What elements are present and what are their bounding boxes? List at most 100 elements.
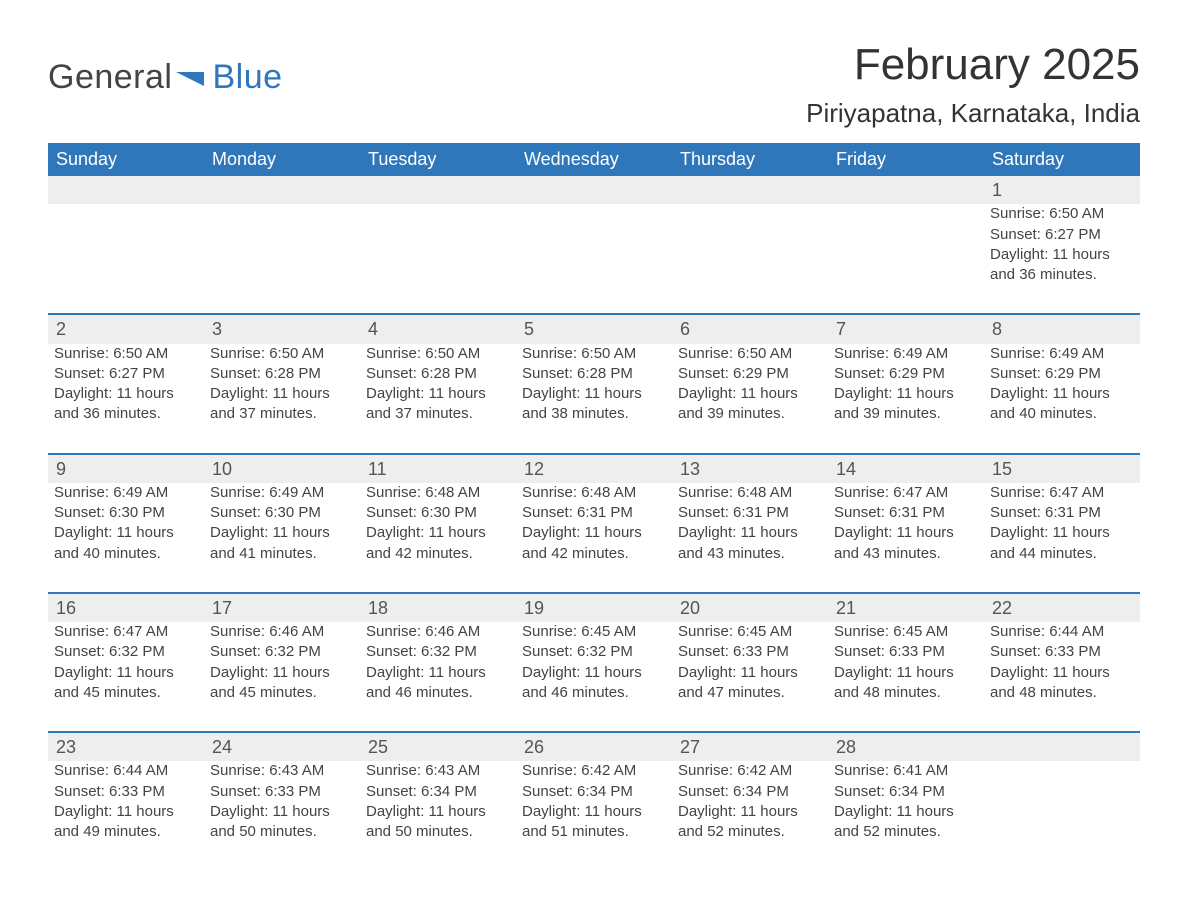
d2-label: and 37 minutes.: [210, 404, 354, 424]
day-number: 4: [368, 319, 378, 339]
d1-label: Daylight: 11 hours: [990, 663, 1134, 683]
d1-label: Daylight: 11 hours: [834, 523, 978, 543]
d1-label: Daylight: 11 hours: [522, 384, 666, 404]
location-label: Piriyapatna, Karnataka, India: [806, 98, 1140, 129]
sunrise-label: Sunrise: 6:42 AM: [522, 761, 666, 781]
d2-label: and 42 minutes.: [522, 544, 666, 564]
d2-label: and 48 minutes.: [834, 683, 978, 703]
sunrise-label: Sunrise: 6:50 AM: [522, 344, 666, 364]
d1-label: Daylight: 11 hours: [522, 663, 666, 683]
day-number-cell: 4: [360, 314, 516, 343]
day-info-cell: Sunrise: 6:50 AMSunset: 6:29 PMDaylight:…: [672, 344, 828, 454]
day-number: 20: [680, 598, 700, 618]
d1-label: Daylight: 11 hours: [54, 384, 198, 404]
sunrise-label: Sunrise: 6:49 AM: [834, 344, 978, 364]
sunset-label: Sunset: 6:29 PM: [990, 364, 1134, 384]
weekday-header: Saturday: [984, 143, 1140, 176]
d2-label: and 49 minutes.: [54, 822, 198, 842]
sunrise-label: Sunrise: 6:46 AM: [210, 622, 354, 642]
d1-label: Daylight: 11 hours: [990, 523, 1134, 543]
day-info-cell: Sunrise: 6:50 AMSunset: 6:27 PMDaylight:…: [984, 204, 1140, 314]
sunset-label: Sunset: 6:28 PM: [366, 364, 510, 384]
d2-label: and 44 minutes.: [990, 544, 1134, 564]
day-number-cell: [672, 176, 828, 204]
day-info-cell: Sunrise: 6:50 AMSunset: 6:28 PMDaylight:…: [516, 344, 672, 454]
d2-label: and 47 minutes.: [678, 683, 822, 703]
d1-label: Daylight: 11 hours: [522, 802, 666, 822]
sunrise-label: Sunrise: 6:50 AM: [210, 344, 354, 364]
day-number-cell: 16: [48, 593, 204, 622]
d2-label: and 45 minutes.: [54, 683, 198, 703]
day-number-cell: 9: [48, 454, 204, 483]
d2-label: and 52 minutes.: [834, 822, 978, 842]
sunset-label: Sunset: 6:33 PM: [678, 642, 822, 662]
sunset-label: Sunset: 6:33 PM: [54, 782, 198, 802]
sunrise-label: Sunrise: 6:46 AM: [366, 622, 510, 642]
day-info-cell: Sunrise: 6:46 AMSunset: 6:32 PMDaylight:…: [204, 622, 360, 732]
d2-label: and 48 minutes.: [990, 683, 1134, 703]
d2-label: and 50 minutes.: [366, 822, 510, 842]
sunrise-label: Sunrise: 6:43 AM: [366, 761, 510, 781]
sunset-label: Sunset: 6:31 PM: [678, 503, 822, 523]
day-info-cell: Sunrise: 6:46 AMSunset: 6:32 PMDaylight:…: [360, 622, 516, 732]
day-number-cell: 5: [516, 314, 672, 343]
d1-label: Daylight: 11 hours: [54, 802, 198, 822]
day-number: 5: [524, 319, 534, 339]
d1-label: Daylight: 11 hours: [210, 523, 354, 543]
day-info-cell: Sunrise: 6:50 AMSunset: 6:28 PMDaylight:…: [360, 344, 516, 454]
sunset-label: Sunset: 6:33 PM: [210, 782, 354, 802]
weekday-header: Sunday: [48, 143, 204, 176]
sunrise-label: Sunrise: 6:47 AM: [54, 622, 198, 642]
day-number-row: 2345678: [48, 314, 1140, 343]
day-number-cell: [48, 176, 204, 204]
day-number-cell: 1: [984, 176, 1140, 204]
day-info-row: Sunrise: 6:49 AMSunset: 6:30 PMDaylight:…: [48, 483, 1140, 593]
day-info-row: Sunrise: 6:50 AMSunset: 6:27 PMDaylight:…: [48, 344, 1140, 454]
day-number-cell: [516, 176, 672, 204]
d2-label: and 39 minutes.: [834, 404, 978, 424]
d2-label: and 40 minutes.: [54, 544, 198, 564]
weekday-header: Monday: [204, 143, 360, 176]
day-info-cell: [672, 204, 828, 314]
sunrise-label: Sunrise: 6:50 AM: [366, 344, 510, 364]
day-info-cell: [360, 204, 516, 314]
weekday-header-row: Sunday Monday Tuesday Wednesday Thursday…: [48, 143, 1140, 176]
sunrise-label: Sunrise: 6:50 AM: [54, 344, 198, 364]
d1-label: Daylight: 11 hours: [522, 523, 666, 543]
d2-label: and 41 minutes.: [210, 544, 354, 564]
sunrise-label: Sunrise: 6:49 AM: [990, 344, 1134, 364]
sunrise-label: Sunrise: 6:45 AM: [834, 622, 978, 642]
day-number-cell: 23: [48, 732, 204, 761]
day-number-cell: 17: [204, 593, 360, 622]
d2-label: and 51 minutes.: [522, 822, 666, 842]
day-number-cell: 7: [828, 314, 984, 343]
day-number: 1: [992, 180, 1002, 200]
d1-label: Daylight: 11 hours: [990, 245, 1134, 265]
day-info-cell: Sunrise: 6:45 AMSunset: 6:33 PMDaylight:…: [828, 622, 984, 732]
day-number: 22: [992, 598, 1012, 618]
day-number: 28: [836, 737, 856, 757]
day-number: 8: [992, 319, 1002, 339]
day-number-cell: 20: [672, 593, 828, 622]
day-number-cell: [828, 176, 984, 204]
day-number-cell: 21: [828, 593, 984, 622]
d1-label: Daylight: 11 hours: [366, 523, 510, 543]
day-number: 10: [212, 459, 232, 479]
d2-label: and 43 minutes.: [678, 544, 822, 564]
day-number: 18: [368, 598, 388, 618]
calendar-page: General Blue February 2025 Piriyapatna, …: [0, 0, 1188, 918]
day-info-cell: Sunrise: 6:45 AMSunset: 6:33 PMDaylight:…: [672, 622, 828, 732]
day-number: 11: [368, 459, 387, 479]
weekday-header: Thursday: [672, 143, 828, 176]
sunrise-label: Sunrise: 6:44 AM: [54, 761, 198, 781]
d1-label: Daylight: 11 hours: [834, 663, 978, 683]
d1-label: Daylight: 11 hours: [678, 802, 822, 822]
sunrise-label: Sunrise: 6:43 AM: [210, 761, 354, 781]
brand-logo: General Blue: [48, 40, 283, 97]
d2-label: and 52 minutes.: [678, 822, 822, 842]
sunset-label: Sunset: 6:32 PM: [522, 642, 666, 662]
d2-label: and 43 minutes.: [834, 544, 978, 564]
sunrise-label: Sunrise: 6:42 AM: [678, 761, 822, 781]
day-number-cell: [360, 176, 516, 204]
day-info-cell: Sunrise: 6:42 AMSunset: 6:34 PMDaylight:…: [516, 761, 672, 870]
